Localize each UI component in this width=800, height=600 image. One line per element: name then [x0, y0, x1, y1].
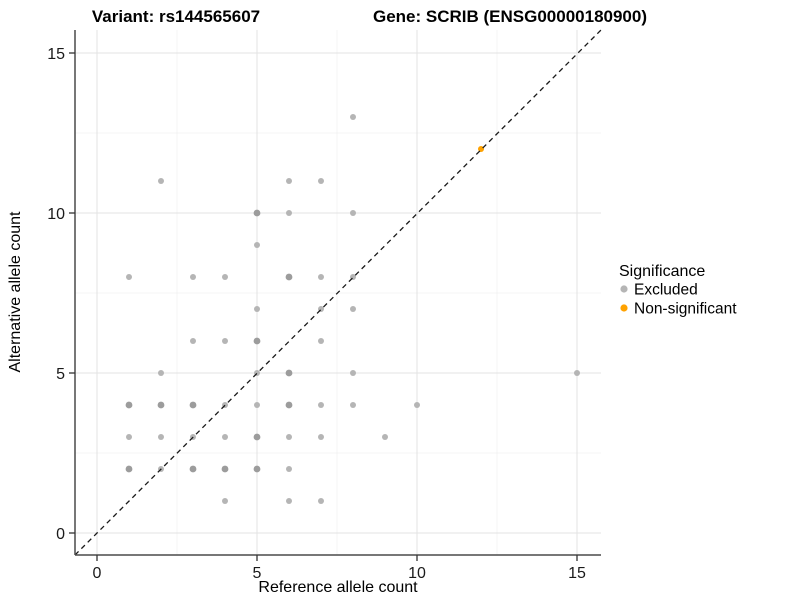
data-point-excluded	[286, 434, 292, 440]
data-point-excluded	[254, 306, 260, 312]
data-point-excluded	[253, 209, 261, 217]
data-point-excluded	[222, 274, 228, 280]
data-point-excluded	[414, 402, 420, 408]
y-tick-label: 5	[56, 366, 65, 383]
data-point-excluded	[318, 338, 324, 344]
data-point-excluded	[222, 338, 228, 344]
data-point-excluded	[285, 369, 293, 377]
data-point-excluded	[189, 401, 197, 409]
data-point-excluded	[285, 401, 293, 409]
data-point-excluded	[318, 178, 324, 184]
data-point-excluded	[286, 466, 292, 472]
axis-lines	[74, 30, 601, 556]
data-point-excluded	[253, 465, 261, 473]
data-point-excluded	[190, 274, 196, 280]
data-point-excluded	[126, 434, 132, 440]
legend-label-excluded: Excluded	[634, 282, 698, 299]
data-point-excluded	[318, 274, 324, 280]
data-point-excluded	[222, 498, 228, 504]
tick-labels: 0 5 10 15 0 5 10 15	[47, 46, 586, 582]
data-point-excluded	[286, 498, 292, 504]
data-point-excluded	[574, 370, 580, 376]
data-point-excluded	[125, 401, 133, 409]
data-point-excluded	[318, 434, 324, 440]
data-point-excluded	[350, 306, 356, 312]
data-point-excluded	[125, 465, 133, 473]
plot-title-gene: Gene: SCRIB (ENSG00000180900)	[373, 7, 647, 26]
x-tick-label: 10	[408, 565, 426, 582]
y-tick-label: 15	[47, 46, 65, 63]
data-point-excluded	[189, 465, 197, 473]
x-axis-label: Reference allele count	[258, 579, 418, 596]
data-point-excluded	[382, 434, 388, 440]
data-point-excluded	[157, 401, 165, 409]
data-point-excluded	[158, 178, 164, 184]
x-tick-label: 5	[253, 565, 262, 582]
data-point-excluded	[350, 210, 356, 216]
data-point-excluded	[350, 402, 356, 408]
legend-label-non-significant: Non-significant	[634, 301, 737, 318]
data-point-excluded	[253, 337, 261, 345]
y-tick-label: 10	[47, 206, 65, 223]
data-point-excluded	[221, 465, 229, 473]
legend: Significance Excluded Non-significant	[619, 263, 737, 318]
data-points	[125, 114, 580, 504]
data-point-excluded	[254, 402, 260, 408]
data-point-excluded	[286, 210, 292, 216]
data-point-excluded	[285, 273, 293, 281]
y-tick-label: 0	[56, 526, 65, 543]
x-tick-label: 15	[568, 565, 586, 582]
plot-title-variant: Variant: rs144565607	[92, 7, 260, 26]
data-point-excluded	[286, 178, 292, 184]
data-point-excluded	[350, 370, 356, 376]
data-point-excluded	[158, 370, 164, 376]
tick-marks	[69, 52, 578, 561]
data-point-excluded	[158, 434, 164, 440]
y-axis-label: Alternative allele count	[7, 211, 24, 373]
data-point-excluded	[222, 434, 228, 440]
data-point-excluded	[126, 274, 132, 280]
data-point-excluded	[350, 114, 356, 120]
data-point-excluded	[318, 498, 324, 504]
legend-key-excluded	[620, 285, 628, 293]
legend-items: Excluded Non-significant	[620, 282, 737, 318]
identity-line	[74, 29, 602, 556]
data-point-excluded	[318, 402, 324, 408]
legend-key-non-significant	[620, 304, 628, 312]
x-tick-label: 0	[93, 565, 102, 582]
data-point-excluded	[254, 242, 260, 248]
data-point-excluded	[253, 433, 261, 441]
legend-title: Significance	[619, 263, 705, 280]
data-point-excluded	[190, 338, 196, 344]
